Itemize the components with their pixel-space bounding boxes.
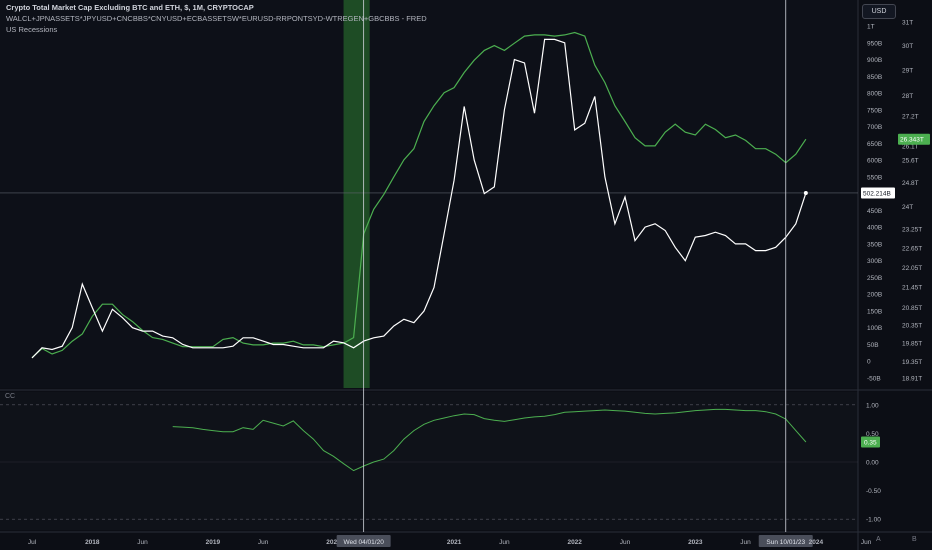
left-axis-tick: 0 — [867, 359, 871, 366]
left-axis-tick: 350B — [867, 241, 882, 248]
indicator-axis-tick: 0.50 — [866, 431, 879, 438]
indicator-axis-tick: 1.00 — [866, 402, 879, 409]
correlation-last-value-bg — [861, 436, 880, 448]
right-axis-tick: 31T — [902, 20, 913, 27]
left-axis-tick: 800B — [867, 91, 882, 98]
left-axis-tick: 200B — [867, 292, 882, 299]
right-axis-tick: 24T — [902, 204, 913, 211]
liquidity-last-value-label: 26.343T — [900, 137, 924, 144]
crypto-last-value-label: 502.214B — [863, 190, 891, 197]
left-axis-tick: 900B — [867, 57, 882, 64]
left-axis-tick: 300B — [867, 258, 882, 265]
right-axis-tick: 25.6T — [902, 157, 919, 164]
right-axis-tick: 29T — [902, 68, 913, 75]
time-axis-tick: Jun — [620, 539, 631, 546]
left-axis-tick: 250B — [867, 275, 882, 282]
left-axis-tick: 50B — [867, 342, 879, 349]
time-axis-tick: 2019 — [206, 539, 221, 546]
main-pane-bg — [0, 0, 858, 388]
crosshair-date-label: Sun 10/01/23 — [766, 539, 805, 546]
time-axis-tick: 2021 — [447, 539, 462, 546]
crypto-last-value-bg — [861, 187, 895, 199]
crypto-last-point — [803, 190, 808, 195]
right-axis-tick: 18.91T — [902, 376, 922, 383]
log-scale-button[interactable]: B — [912, 536, 917, 543]
right-axis-tick: 20.85T — [902, 305, 922, 312]
left-axis-tick: 950B — [867, 40, 882, 47]
left-axis-tick: 150B — [867, 308, 882, 315]
right-axis-tick: 28T — [902, 93, 913, 100]
right-axis-tick: 22.65T — [902, 246, 922, 253]
recessions-label: US Recessions — [6, 25, 58, 34]
time-axis-tick: 2020 — [326, 539, 341, 546]
right-axis-tick: 30T — [902, 43, 913, 50]
time-axis-tick: 2022 — [567, 539, 582, 546]
recession-band — [343, 0, 370, 388]
correlation-line — [172, 408, 807, 472]
liquidity-series-line — [31, 31, 807, 359]
right-axis-tick: 19.35T — [902, 359, 922, 366]
crosshair-date-label-bg — [336, 535, 391, 547]
liquidity-last-value-bg — [898, 133, 930, 145]
time-axis-tick: Jun — [499, 539, 510, 546]
left-axis-tick: 650B — [867, 141, 882, 148]
left-axis-tick: 700B — [867, 124, 882, 131]
right-axis-tick: 19.85T — [902, 341, 922, 348]
time-axis-tick: Jul — [28, 539, 37, 546]
time-axis-tick: Jun — [258, 539, 269, 546]
left-axis-tick: 550B — [867, 174, 882, 181]
left-axis-tick: 850B — [867, 74, 882, 81]
correlation-last-value-label: 0.35 — [864, 440, 877, 447]
right-axis-tick: 23.25T — [902, 227, 922, 234]
right-axis-tick: 22.05T — [902, 265, 922, 272]
time-axis-tick: 2024 — [809, 539, 824, 546]
indicator-pane-label: CC — [5, 393, 16, 400]
series-symbol-label: WALCL+JPNASSETS*JPYUSD+CNCBBS*CNYUSD+ECB… — [6, 14, 427, 23]
time-axis-tick: Jun — [740, 539, 751, 546]
left-axis-tick: 750B — [867, 107, 882, 114]
time-axis-tick: Jun — [861, 539, 872, 546]
left-axis-tick: 450B — [867, 208, 882, 215]
indicator-axis-tick: 0.00 — [866, 460, 879, 467]
right-axis-tick: 21.45T — [902, 285, 922, 292]
time-axis-tick: 2018 — [85, 539, 100, 546]
left-axis-tick: 600B — [867, 158, 882, 165]
time-axis-tick: Jun — [137, 539, 148, 546]
currency-button[interactable]: USD — [862, 4, 896, 19]
right-axis-tick: 24.8T — [902, 180, 919, 187]
left-axis-tick: 1T — [867, 24, 875, 31]
crosshair-date-label-bg — [758, 535, 813, 547]
left-axis-tick: -50B — [867, 376, 881, 383]
auto-scale-button[interactable]: A — [876, 536, 881, 543]
right-axis-tick: 27.2T — [902, 114, 919, 121]
indicator-pane-bg — [0, 392, 858, 530]
crosshair-date-label: Wed 04/01/20 — [343, 539, 384, 546]
left-axis-tick: 100B — [867, 325, 882, 332]
left-axis-tick: 400B — [867, 225, 882, 232]
indicator-axis-tick: -1.00 — [866, 517, 881, 524]
right-axis-tick: 20.35T — [902, 323, 922, 330]
indicator-axis-tick: -0.50 — [866, 488, 881, 495]
right-axis-tick: 26.1T — [902, 143, 919, 150]
crypto-series-line — [31, 38, 807, 359]
chart-title: Crypto Total Market Cap Excluding BTC an… — [6, 3, 254, 12]
time-axis-tick: 2023 — [688, 539, 703, 546]
